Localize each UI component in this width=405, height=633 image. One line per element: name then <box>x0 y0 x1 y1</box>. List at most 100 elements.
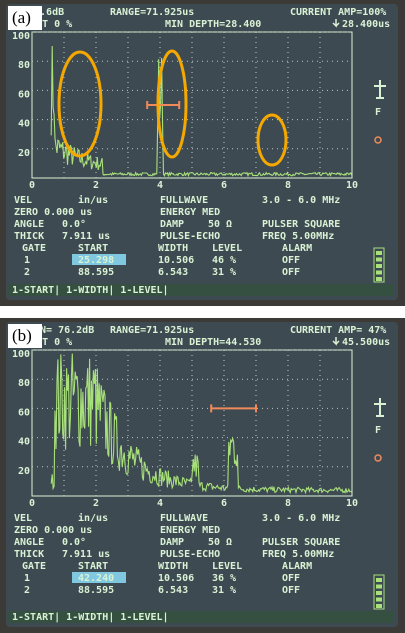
info-text: ANGLE <box>14 537 44 548</box>
info-text: 50 Ω <box>208 219 232 230</box>
x-tick-label: 0 <box>29 498 35 509</box>
amp: CURRENT AMP=100% <box>290 7 386 18</box>
softkeys: 1-START| 1-WIDTH| 1-LEVEL| <box>12 285 169 296</box>
gate-cell: 10.506 <box>158 255 194 266</box>
gate-header: GATE <box>22 243 46 254</box>
gate-cell: 42.240 <box>78 573 114 584</box>
info-text: PULSE-ECHO <box>160 231 220 242</box>
x-tick-label: 4 <box>157 498 163 509</box>
gate-cell: OFF <box>282 585 300 596</box>
info-text: VEL <box>14 195 32 206</box>
y-tick-label: 80 <box>18 60 30 71</box>
battery-cell <box>376 598 382 602</box>
info-text: THICK <box>14 549 44 560</box>
info-text: PULSER SQUARE <box>262 537 340 548</box>
x-tick-label: 2 <box>93 498 99 509</box>
gate-cell: 31 % <box>212 267 236 278</box>
info-text: ZERO 0.000 us <box>14 207 92 218</box>
softkeys: 1-START| 1-WIDTH| 1-LEVEL| <box>12 612 169 623</box>
depth: 45.500us <box>342 337 390 348</box>
info-text: 50 Ω <box>208 537 232 548</box>
info-text: 3.0 - 6.0 MHz <box>262 513 340 524</box>
info-text: FREQ 5.00MHz <box>262 231 334 242</box>
gate-header: WIDTH <box>158 561 188 572</box>
gate-header: LEVEL <box>212 243 242 254</box>
battery-cell <box>376 591 382 595</box>
gate-header: START <box>78 243 108 254</box>
info-text: ZERO 0.000 us <box>14 525 92 536</box>
x-tick-label: 10 <box>346 180 358 191</box>
info-text: ANGLE <box>14 219 44 230</box>
battery-cell <box>376 251 382 255</box>
gate-header: LEVEL <box>212 561 242 572</box>
y-tick-label: 100 <box>12 349 30 360</box>
panel-label: (b) <box>12 326 32 345</box>
x-tick-label: 6 <box>221 180 227 191</box>
battery-cell <box>376 258 382 262</box>
y-tick-label: 40 <box>18 119 30 130</box>
info-text: PULSE-ECHO <box>160 549 220 560</box>
gate-cell: 6.543 <box>158 585 188 596</box>
min-depth: MIN DEPTH=28.400 <box>165 19 261 30</box>
gate-header: GATE <box>22 561 46 572</box>
gate-cell: 6.543 <box>158 267 188 278</box>
info-text: ENERGY MED <box>160 525 220 536</box>
info-text: FULLWAVE <box>160 513 208 524</box>
depth: 28.400us <box>342 19 390 30</box>
info-text: DAMP <box>160 537 184 548</box>
gate-cell: 2 <box>24 585 30 596</box>
gate-cell: 25.298 <box>78 255 114 266</box>
y-tick-label: 60 <box>18 89 30 100</box>
info-text: PULSER SQUARE <box>262 219 340 230</box>
gate-header: ALARM <box>282 561 312 572</box>
info-text: VEL <box>14 513 32 524</box>
info-text: 7.911 us <box>62 231 110 242</box>
figure: 49.6dBRANGE=71.925usCURRENT AMP=100%REJE… <box>0 0 405 633</box>
y-tick-label: 60 <box>18 407 30 418</box>
battery-cell <box>376 271 382 275</box>
battery-cell <box>376 585 382 589</box>
gate-cell: 31 % <box>212 585 236 596</box>
side-letter: F <box>375 425 381 436</box>
gate-cell: OFF <box>282 255 300 266</box>
screen <box>6 322 398 627</box>
min-depth: MIN DEPTH=44.530 <box>165 337 261 348</box>
gate-cell: OFF <box>282 267 300 278</box>
side-letter: F <box>375 107 381 118</box>
y-tick-label: 40 <box>18 437 30 448</box>
info-text: 0.0° <box>62 219 86 230</box>
range: RANGE=71.925us <box>110 325 194 336</box>
gate-header: ALARM <box>282 243 312 254</box>
panel-label: (a) <box>12 8 31 27</box>
battery-cell <box>376 264 382 268</box>
info-text: 7.911 us <box>62 549 110 560</box>
info-text: 0.0° <box>62 537 86 548</box>
gate-cell: 88.595 <box>78 267 114 278</box>
gate-cell: 36 % <box>212 573 236 584</box>
x-tick-label: 0 <box>29 180 35 191</box>
x-tick-label: 6 <box>221 498 227 509</box>
info-text: DAMP <box>160 219 184 230</box>
x-tick-label: 8 <box>285 498 291 509</box>
range: RANGE=71.925us <box>110 7 194 18</box>
info-text: THICK <box>14 231 44 242</box>
info-text: in/us <box>78 194 108 206</box>
x-tick-label: 10 <box>346 498 358 509</box>
y-tick-label: 20 <box>18 466 30 477</box>
amp: CURRENT AMP= 47% <box>290 325 386 336</box>
info-text: ENERGY MED <box>160 207 220 218</box>
battery-cell <box>376 604 382 608</box>
gate-cell: 88.595 <box>78 585 114 596</box>
gate-cell: 10.506 <box>158 573 194 584</box>
gate-header: WIDTH <box>158 243 188 254</box>
battery-cell <box>376 277 382 281</box>
gate-cell: 1 <box>24 255 30 266</box>
x-tick-label: 2 <box>93 180 99 191</box>
x-tick-label: 8 <box>285 180 291 191</box>
gate-header: START <box>78 561 108 572</box>
battery-cell <box>376 578 382 582</box>
info-text: in/us <box>78 512 108 524</box>
x-tick-label: 4 <box>157 180 163 191</box>
